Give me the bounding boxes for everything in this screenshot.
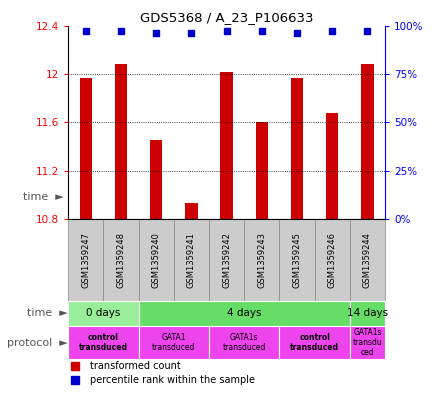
Text: percentile rank within the sample: percentile rank within the sample [90,375,255,385]
Text: control
transduced: control transduced [290,333,339,352]
Bar [279,219,315,301]
Bar [209,219,244,301]
Bar [80,77,92,219]
Text: GSM1359240: GSM1359240 [152,232,161,288]
Text: protocol  ►: protocol ► [7,338,68,347]
Text: GSM1359248: GSM1359248 [117,232,125,288]
Bar [103,219,139,301]
Text: control
transduced: control transduced [79,333,128,352]
Bar [244,219,279,301]
Text: GSM1359241: GSM1359241 [187,232,196,288]
Bar [185,203,198,219]
Text: 0 days: 0 days [86,308,121,318]
Text: GSM1359245: GSM1359245 [293,232,301,288]
Bar [350,301,385,326]
Text: 14 days: 14 days [347,308,388,318]
Bar [209,326,279,359]
Bar [115,64,127,219]
Text: GSM1359242: GSM1359242 [222,232,231,288]
Bar [220,72,233,219]
Text: GATA1s
transdu
ced: GATA1s transdu ced [352,328,382,358]
Text: time  ►: time ► [27,308,68,318]
Bar [361,64,374,219]
Bar [279,326,350,359]
Text: GATA1
transduced: GATA1 transduced [152,333,195,352]
Text: 4 days: 4 days [227,308,261,318]
Bar [326,113,338,219]
Text: GSM1359246: GSM1359246 [328,232,337,288]
Text: GATA1s
transduced: GATA1s transduced [223,333,266,352]
Text: time  ►: time ► [23,191,64,202]
Bar [68,301,139,326]
Bar [291,77,303,219]
Bar [174,219,209,301]
Bar [139,326,209,359]
Bar [256,122,268,219]
Bar [350,326,385,359]
Bar [150,140,162,219]
Bar [139,301,350,326]
Bar [139,219,174,301]
Text: GSM1359247: GSM1359247 [81,232,90,288]
Bar [315,219,350,301]
Text: GSM1359244: GSM1359244 [363,232,372,288]
Bar [68,326,139,359]
Bar [68,219,103,301]
Bar [350,219,385,301]
Title: GDS5368 / A_23_P106633: GDS5368 / A_23_P106633 [140,11,313,24]
Text: GSM1359243: GSM1359243 [257,232,266,288]
Text: transformed count: transformed count [90,361,181,371]
